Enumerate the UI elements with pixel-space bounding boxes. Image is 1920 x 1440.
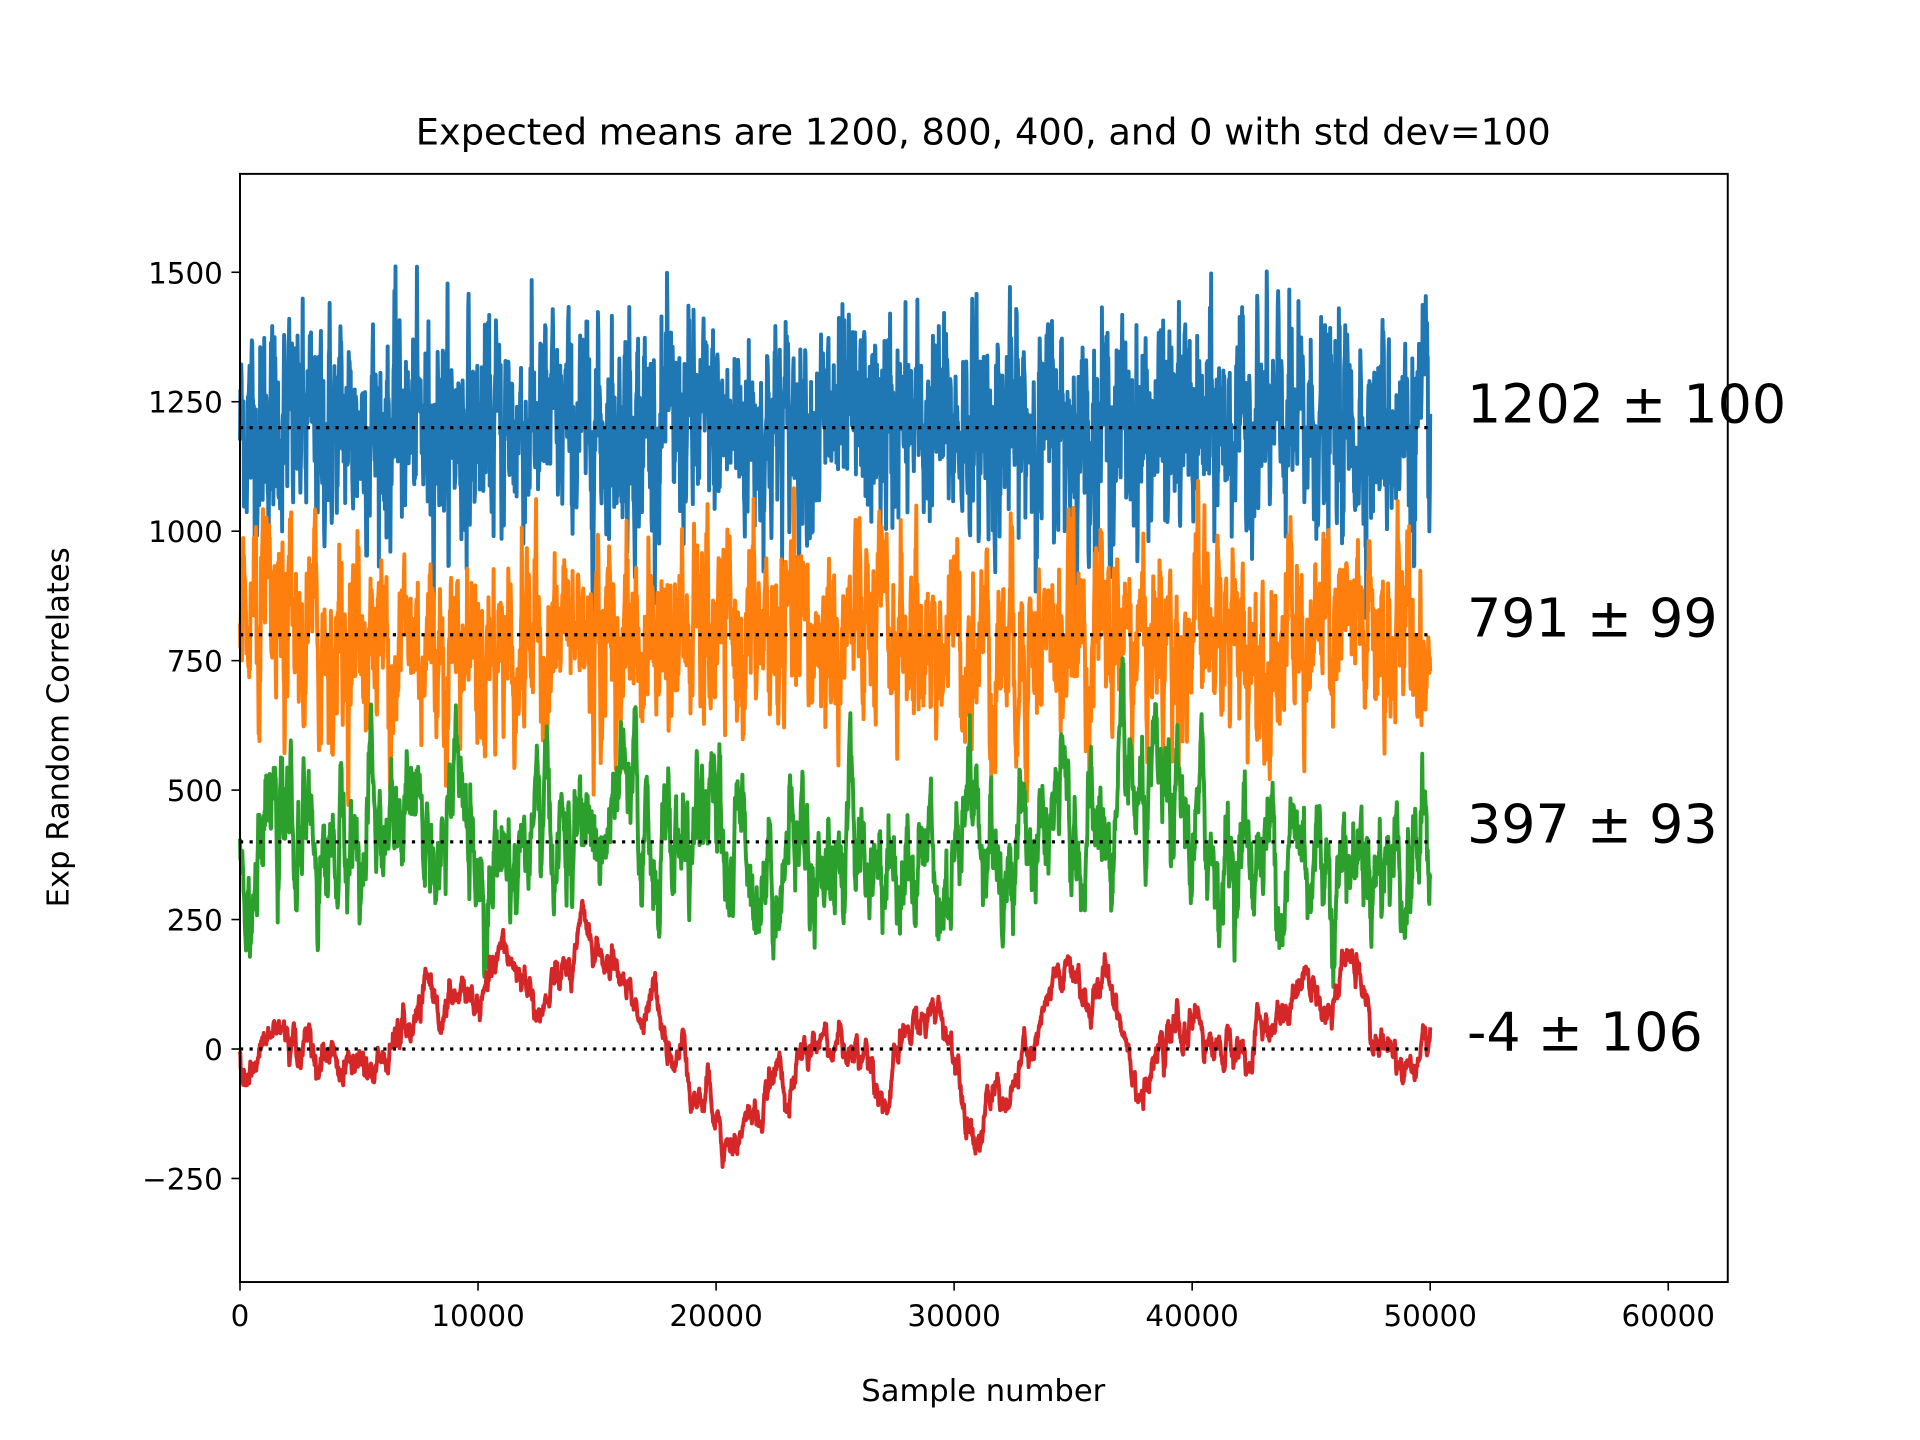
y-tick-label: −250 (142, 1162, 223, 1196)
series-annotation-1: 791 ± 99 (1467, 587, 1718, 650)
series-annotation-0: 1202 ± 100 (1467, 372, 1786, 435)
y-axis: −250 0 250 500 750 1000 1250 1500 (142, 256, 240, 1196)
series-line-0 (238, 264, 1433, 620)
y-tick-label: 750 (167, 645, 223, 679)
reference-lines (240, 426, 1431, 1051)
y-axis-label: Exp Random Correlates (42, 547, 77, 907)
x-tick-label: 30000 (907, 1299, 1000, 1333)
plot-frame (239, 172, 1729, 1284)
y-tick-label: 250 (167, 904, 223, 938)
y-tick-label: 500 (167, 774, 223, 808)
series-line-1 (238, 478, 1433, 807)
x-tick-label: 20000 (669, 1299, 762, 1333)
y-tick-label: 0 (204, 1033, 223, 1067)
x-tick-label: 10000 (431, 1299, 524, 1333)
y-tick-label: 1500 (148, 256, 223, 290)
chart-title: Expected means are 1200, 800, 400, and 0… (416, 110, 1551, 153)
series-layer (238, 264, 1433, 1169)
x-axis: 0 10000 20000 30000 40000 50000 60000 (231, 1282, 1715, 1333)
series-line-3 (238, 898, 1433, 1169)
x-tick-label: 40000 (1145, 1299, 1238, 1333)
series-annotation-2: 397 ± 93 (1467, 792, 1718, 855)
x-tick-label: 50000 (1383, 1299, 1476, 1333)
annotations: 1202 ± 100 791 ± 99 397 ± 93 -4 ± 106 (1467, 372, 1786, 1063)
x-tick-label: 0 (231, 1299, 250, 1333)
x-tick-label: 60000 (1622, 1299, 1715, 1333)
y-tick-label: 1000 (148, 515, 223, 549)
series-line-2 (238, 656, 1433, 989)
x-axis-label: Sample number (861, 1374, 1105, 1409)
y-tick-label: 1250 (148, 386, 223, 420)
series-annotation-3: -4 ± 106 (1467, 1001, 1703, 1064)
